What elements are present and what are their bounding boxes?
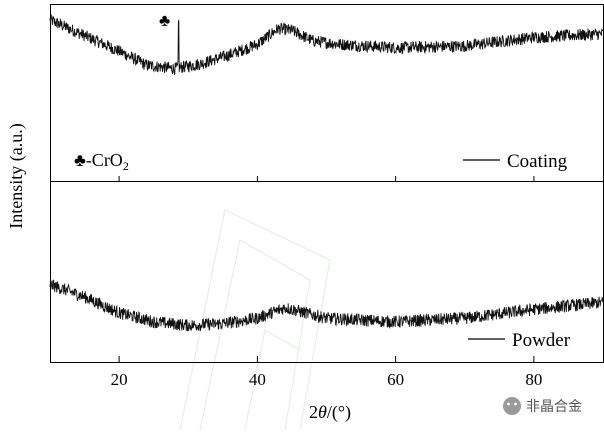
x-tick-label: 80 [525, 370, 542, 389]
powder-series-line [49, 279, 604, 332]
watermark-text: 非晶合金 [526, 398, 582, 414]
cro2-annotation: ♣-CrO2 [74, 150, 129, 173]
x-tick-labels: 20 40 60 80 [111, 370, 543, 389]
legend-coating: Coating [463, 151, 568, 172]
series-layer [49, 14, 604, 332]
wechat-watermark: 非晶合金 [503, 397, 582, 415]
x-tick-label: 20 [111, 370, 128, 389]
x-axis-ticks [118, 176, 535, 362]
x-tick-label: 60 [387, 370, 404, 389]
y-axis-label: Intensity (a.u.) [6, 123, 27, 228]
wechat-icon [503, 397, 521, 415]
x-tick-label: 40 [249, 370, 266, 389]
legend-powder: Powder [468, 330, 571, 351]
legend-label-coating: Coating [507, 151, 568, 172]
legend-label-powder: Powder [512, 330, 571, 351]
x-axis-label: 2θ/(°) [309, 402, 351, 423]
cro2-peak-marker: ♣ [159, 11, 170, 30]
coating-series-line [49, 14, 604, 75]
